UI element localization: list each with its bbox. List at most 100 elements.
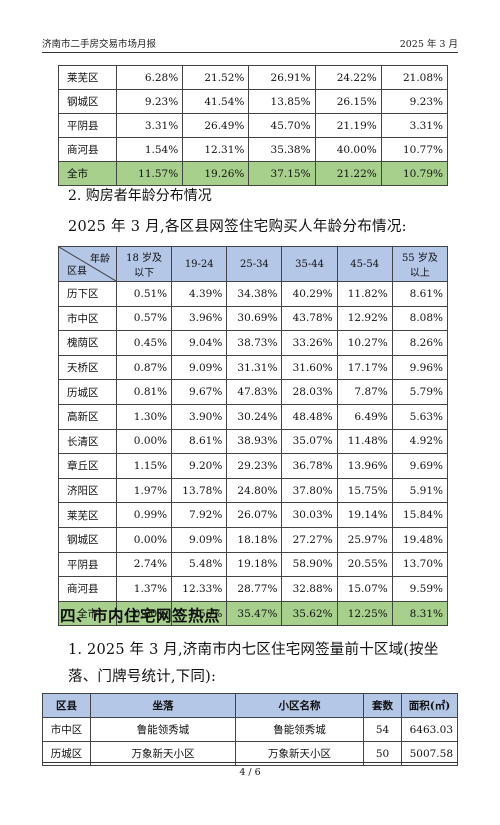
value-cell: 2.74%	[115, 551, 173, 578]
value-cell: 38.93%	[226, 428, 283, 455]
value-cell: 5.91%	[391, 477, 449, 504]
value-cell: 35.07%	[281, 428, 338, 455]
value-cell: 29.23%	[226, 453, 283, 479]
value-cell: 25.97%	[336, 526, 393, 553]
area-cell: 5007.58	[401, 741, 458, 766]
value-cell: 5.48%	[171, 551, 228, 578]
column-header-cell: 小区名称	[235, 693, 364, 718]
value-cell: 30.69%	[226, 305, 283, 332]
value-cell: 5.79%	[391, 379, 449, 405]
value-cell: 9.96%	[391, 354, 449, 381]
value-cell: 12.92%	[336, 305, 393, 332]
district-cell: 钢城区	[58, 526, 117, 553]
value-cell: 38.73%	[226, 330, 283, 356]
value-cell: 31.31%	[226, 354, 283, 381]
value-cell: 13.70%	[391, 551, 449, 578]
value-cell: 12.33%	[171, 576, 228, 602]
value-cell: 28.77%	[226, 576, 283, 602]
value-cell: 0.00%	[115, 428, 173, 455]
value-cell: 40.00%	[314, 137, 382, 162]
table-row: 长清区 0.00% 8.61% 38.93% 35.07% 11.48% 4.92%	[58, 428, 449, 455]
value-cell: 9.04%	[171, 330, 228, 356]
value-cell: 11.48%	[336, 428, 393, 455]
value-cell: 4.39%	[171, 281, 228, 307]
value-cell: 8.61%	[391, 281, 449, 307]
value-cell: 6.28%	[115, 65, 184, 90]
value-cell: 24.80%	[226, 477, 283, 504]
table-row: 章丘区 1.15% 9.20% 29.23% 36.78% 13.96% 9.69%	[58, 453, 449, 479]
table-row: 历城区 0.81% 9.67% 47.83% 28.03% 7.87% 5.79%	[58, 379, 449, 405]
value-cell: 10.79%	[380, 161, 449, 186]
value-cell: 35.62%	[281, 600, 338, 627]
value-cell: 26.91%	[248, 65, 316, 90]
value-cell: 19.18%	[226, 551, 283, 578]
location-cell: 鲁能领秀城	[90, 717, 236, 742]
table-row: 平阴县 2.74% 5.48% 19.18% 58.90% 20.55% 13.70%	[58, 551, 449, 578]
top-communities-table: 区县 坐落 小区名称 套数 面积(㎡) 市中区 鲁能领秀城 鲁能领秀城 54 6463.03 历城区…	[42, 693, 458, 766]
table-row: 钢城区 0.00% 9.09% 18.18% 27.27% 25.97% 19.48%	[58, 526, 449, 553]
footer-divider	[42, 762, 458, 763]
value-cell: 0.00%	[115, 526, 173, 553]
table-row: 历下区 0.51% 4.39% 34.38% 40.29% 11.82% 8.61%	[58, 281, 449, 307]
value-cell: 3.90%	[171, 403, 228, 430]
value-cell: 8.26%	[391, 330, 449, 356]
value-cell: 1.54%	[115, 137, 184, 162]
district-cell: 商河县	[58, 576, 117, 602]
value-cell: 9.20%	[171, 453, 228, 479]
value-cell: 0.45%	[115, 330, 173, 356]
value-cell: 21.19%	[314, 113, 382, 138]
column-header-cell: 区县	[42, 693, 91, 718]
value-cell: 45.70%	[248, 113, 316, 138]
value-cell: 13.85%	[248, 89, 316, 114]
value-cell: 8.61%	[171, 428, 228, 455]
table-row: 济阳区 1.97% 13.78% 24.80% 37.80% 15.75% 5.91%	[58, 477, 449, 504]
value-cell: 58.90%	[281, 551, 338, 578]
column-header-cell: 35-44	[281, 246, 338, 282]
value-cell: 9.59%	[391, 576, 449, 602]
column-header-cell: 45-54	[336, 246, 393, 282]
value-cell: 41.54%	[182, 89, 250, 114]
value-cell: 13.96%	[336, 453, 393, 479]
value-cell: 9.23%	[380, 89, 449, 114]
value-cell: 1.15%	[115, 453, 173, 479]
value-cell: 3.96%	[171, 305, 228, 332]
value-cell: 8.31%	[391, 600, 449, 627]
value-cell: 48.48%	[281, 403, 338, 430]
value-cell: 21.52%	[182, 65, 250, 90]
value-cell: 5.63%	[391, 403, 449, 430]
table-row: 高新区 1.30% 3.90% 30.24% 48.48% 6.49% 5.63%	[58, 403, 449, 430]
value-cell: 1.97%	[115, 477, 173, 504]
value-cell: 9.23%	[115, 89, 184, 114]
section-heading-hotspots: 四、市内住宅网签热点	[60, 606, 221, 625]
value-cell: 27.27%	[281, 526, 338, 553]
value-cell: 19.26%	[182, 161, 250, 186]
table-row: 天桥区 0.87% 9.09% 31.31% 31.60% 17.17% 9.96%	[58, 354, 449, 381]
value-cell: 11.57%	[115, 161, 184, 186]
value-cell: 15.75%	[336, 477, 393, 504]
district-cell: 商河县	[58, 137, 117, 162]
table-header-row: 区县 坐落 小区名称 套数 面积(㎡)	[42, 693, 458, 718]
value-cell: 10.27%	[336, 330, 393, 356]
corner-label-age: 年龄	[90, 254, 110, 265]
table-row: 平阴县 3.31% 26.49% 45.70% 21.19% 3.31%	[58, 113, 449, 138]
value-cell: 0.57%	[115, 305, 173, 332]
value-cell: 30.03%	[281, 502, 338, 528]
value-cell: 4.92%	[391, 428, 449, 455]
value-cell: 43.78%	[281, 305, 338, 332]
page-header: 济南市二手房交易市场月报 2025 年 3 月	[42, 36, 458, 50]
value-cell: 26.49%	[182, 113, 250, 138]
value-cell: 26.07%	[226, 502, 283, 528]
value-cell: 35.47%	[226, 600, 283, 627]
value-cell: 21.22%	[314, 161, 382, 186]
district-cell: 市中区	[42, 717, 91, 742]
table-row: 商河县 1.54% 12.31% 35.38% 40.00% 10.77%	[58, 137, 449, 162]
table-total-row: 全市 11.57% 19.26% 37.15% 21.22% 10.79%	[58, 161, 449, 186]
value-cell: 1.37%	[115, 576, 173, 602]
table-row: 莱芜区 6.28% 21.52% 26.91% 24.22% 21.08%	[58, 65, 449, 90]
section-heading-age: 2. 购房者年龄分布情况	[68, 188, 212, 204]
value-cell: 20.55%	[336, 551, 393, 578]
community-cell: 万象新天小区	[235, 741, 364, 766]
report-date: 2025 年 3 月	[399, 39, 458, 50]
table-header-row: 年龄 区县 18 岁及 以下 19-24 25-34 35-44 45-54 55 岁及 以上	[58, 246, 449, 282]
table-row: 商河县 1.37% 12.33% 28.77% 32.88% 15.07% 9.59%	[58, 576, 449, 602]
